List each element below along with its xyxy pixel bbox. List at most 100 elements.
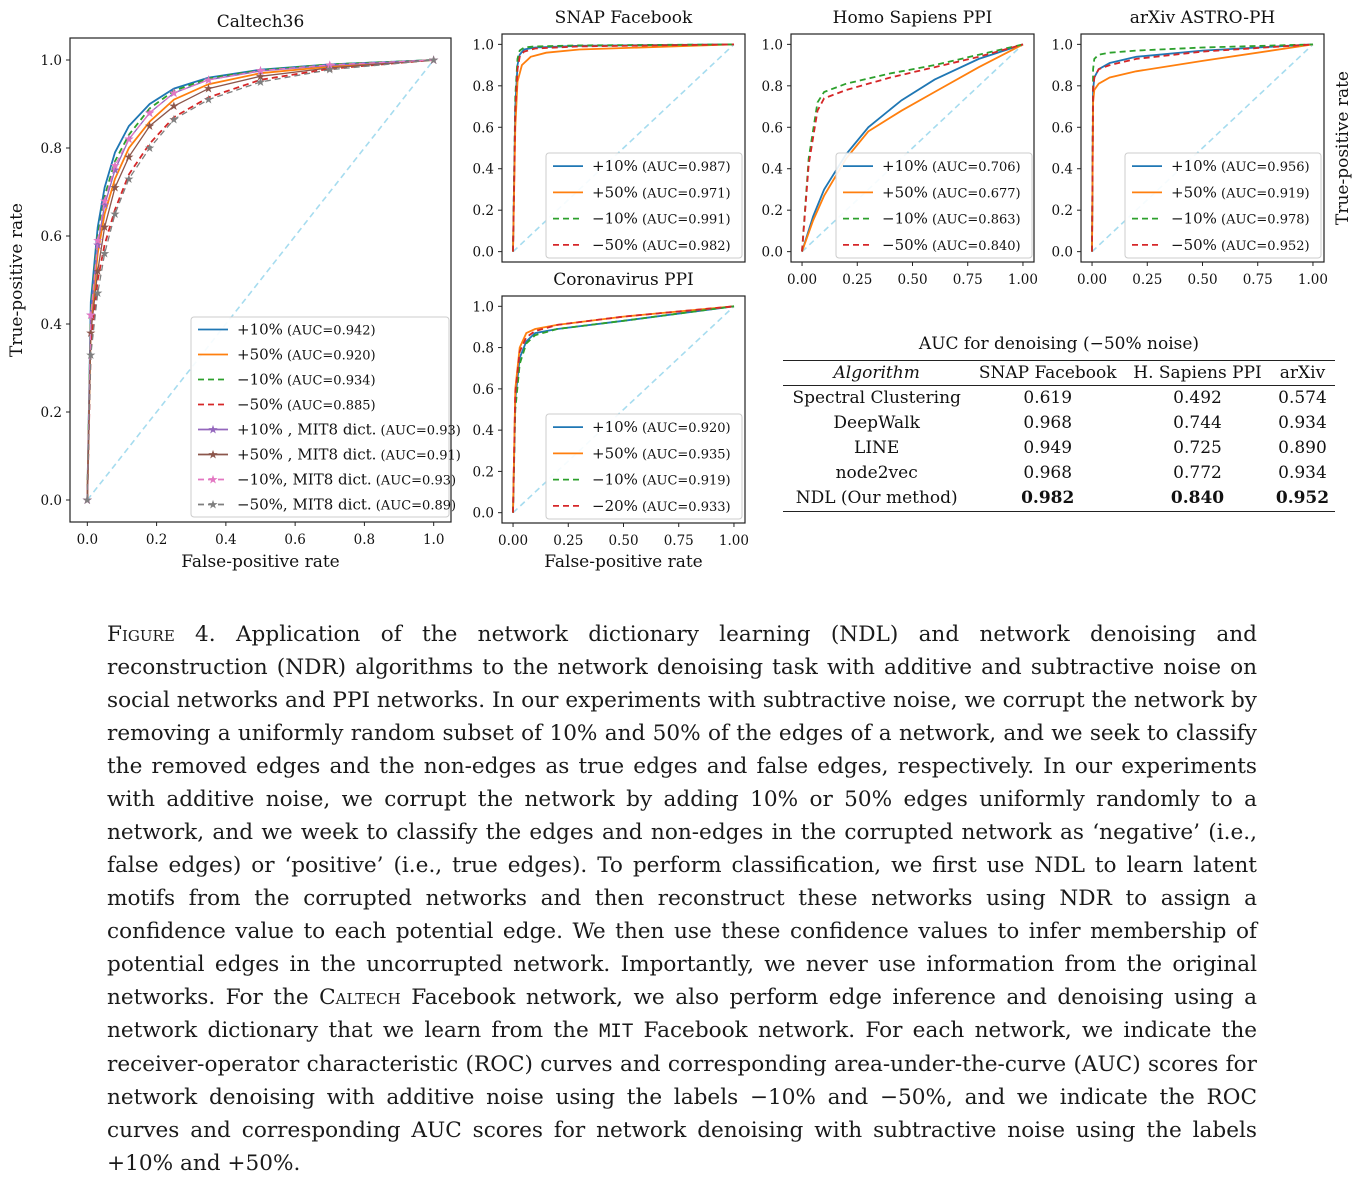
table-row: LINE 0.949 0.725 0.890 [783,436,1335,461]
legend-marker: ★ [208,448,219,462]
y-tick-label: 0.8 [1052,79,1073,95]
series-marker: ★ [110,207,121,221]
legend-label: +50% , MIT8 dict. [237,446,376,464]
y-tick-label: 0.0 [762,245,783,261]
legend-entry: +50% (AUC=0.919) [1171,183,1310,201]
table-cell: 0.492 [1173,388,1222,408]
x-tick-label: 0.8 [354,532,375,548]
series-marker: ★ [169,112,180,126]
legend-label: +50% [237,346,283,364]
legend-entry: +50% , MIT8 dict. (AUC=0.91) [237,446,461,464]
legend-label: +50% [592,444,638,462]
table-header: SNAP Facebook [970,360,1126,386]
legend-label: +50% [1171,183,1217,201]
y-tick-label: 0.0 [1052,245,1073,261]
caption-caltech: Caltech [319,985,401,1010]
auc-table-grid: Algorithm SNAP Facebook H. Sapiens PPI a… [783,360,1335,512]
series-marker: ★ [169,99,180,113]
series-marker: ★ [110,181,121,195]
legend-auc: (AUC=0.706) [928,160,1021,175]
legend-label: −20% [592,497,638,515]
table-cell: NDL (Our method) [783,486,971,512]
legend-label: +50% [592,183,638,201]
series-line [801,43,1024,252]
y-tick-label: 0.2 [1052,203,1073,219]
legend-label: −50% [1171,236,1217,254]
legend-box [835,152,1033,259]
figure-label: Figure 4. [107,622,216,647]
chart-title: Homo Sapiens PPI [833,8,993,28]
series-marker: ★ [123,172,134,186]
x-tick-label: 0.25 [1132,272,1162,288]
legend-entry: +50% (AUC=0.920) [237,346,376,364]
legend-auc: (AUC=0.971) [638,186,731,201]
legend-label: +10% [237,321,283,339]
y-axis-label: True-positive rate [1333,71,1353,225]
legend-label: −10% [237,371,283,389]
legend-label: +10% , MIT8 dict. [237,421,376,439]
legend-auc: (AUC=0.991) [638,213,731,228]
legend-auc: (AUC=0.919) [1217,186,1310,201]
x-tick-label: 0.0 [77,532,98,548]
series-marker: ★ [203,73,214,87]
legend-entry: +10% (AUC=0.942) [237,321,376,339]
series-marker: ★ [324,58,335,72]
legend-box [545,152,743,259]
legend-marker: ★ [208,498,219,512]
y-tick-label: 1.0 [762,37,783,53]
series-marker: ★ [85,326,96,340]
x-tick-label: 0.25 [553,533,583,549]
legend-entry: −10% (AUC=0.863) [882,210,1021,228]
y-tick-label: 0.0 [473,245,494,261]
caption-mit: MIT [598,1020,634,1042]
y-tick-label: 0.4 [1052,162,1073,178]
series-line [801,43,1024,252]
series-marker: ★ [92,264,103,278]
x-tick-label: 0.00 [1077,272,1107,288]
legend-entry: −20% (AUC=0.933) [592,497,731,515]
legend-auc: (AUC=0.677) [928,186,1021,201]
x-tick-label: 0.50 [897,272,927,288]
legend-entry: −10% (AUC=0.978) [1171,210,1310,228]
legend-label: −10% [592,210,638,228]
chart-corona: Coronavirus PPI 0.0 0.2 0.4 0.6 0.8 1.0 0.00 0.2… [473,270,749,572]
y-tick-label: 0.0 [41,493,62,509]
series-line [1091,43,1314,252]
y-tick-label: 0.6 [473,120,494,136]
legend-label: −10% [592,471,638,489]
series-line [512,43,735,252]
legend-entry: −10% (AUC=0.934) [237,371,376,389]
legend-auc: (AUC=0.920) [283,349,376,364]
legend-auc: (AUC=0.93) [372,474,456,489]
y-tick-label: 0.4 [762,162,783,178]
y-tick-label: 0.8 [473,341,494,357]
legend-auc: (AUC=0.89) [372,499,456,514]
legend-entry: +10% (AUC=0.987) [592,157,731,175]
y-tick-label: 0.8 [473,79,494,95]
x-tick-label: 0.00 [498,533,528,549]
series-marker: ★ [92,233,103,247]
series-marker: ★ [123,132,134,146]
table-cell: 0.619 [1023,388,1073,408]
table-cell: 0.968 [1023,463,1073,483]
x-tick-label: 0.50 [1187,272,1217,288]
y-axis-label: True-positive rate [7,203,27,357]
table-cell: DeepWalk [833,413,920,433]
legend-label: −10% [882,210,928,228]
legend-entry: +10% (AUC=0.956) [1171,157,1310,175]
legend-auc: (AUC=0.942) [283,324,376,339]
legend-marker: ★ [208,473,219,487]
x-axis-label: False-positive rate [181,552,340,572]
x-tick-label: 0.25 [842,272,872,288]
legend-box [545,413,743,520]
legend-label: +10% [592,418,638,436]
series-line [512,305,735,513]
legend-entry: +50% (AUC=0.971) [592,183,731,201]
table-cell-best: 0.982 [970,486,1126,512]
series-line [86,59,434,501]
legend-label: −50% [882,236,928,254]
series-line [801,43,1024,252]
chart-snap: SNAP Facebook 0.0 0.2 0.4 0.6 0.8 1.0 +10% (AUC… [473,8,746,263]
series-marker: ★ [324,61,335,75]
figure-caption: Figure 4. Application of the network dic… [107,618,1257,1180]
